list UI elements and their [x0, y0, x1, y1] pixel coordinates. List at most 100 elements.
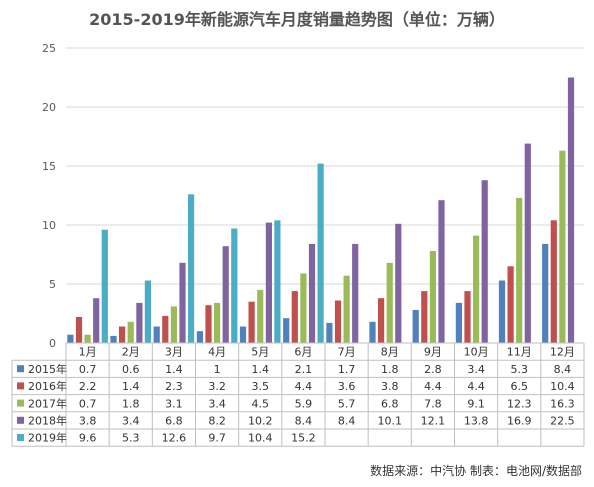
bar	[101, 229, 108, 343]
bar	[300, 273, 307, 343]
x-tick-label: 9月	[424, 346, 442, 359]
x-tick-label: 6月	[294, 346, 312, 359]
x-tick-label: 1月	[79, 346, 97, 359]
bar	[481, 180, 488, 343]
x-tick-label: 2月	[122, 346, 140, 359]
data-label: 0.7	[79, 397, 97, 410]
bar	[542, 243, 549, 343]
data-label: 15.2	[291, 432, 316, 445]
x-tick-label: 7月	[338, 346, 356, 359]
data-label: 3.6	[338, 380, 356, 393]
data-label: 4.4	[424, 380, 442, 393]
x-tick-label: 4月	[208, 346, 226, 359]
bar	[110, 335, 117, 343]
legend-swatch	[17, 365, 24, 373]
data-label: 3.8	[381, 380, 399, 393]
data-label: 5.9	[295, 397, 313, 410]
data-label: 9.7	[208, 432, 226, 445]
data-label: 10.2	[248, 415, 273, 428]
bar	[291, 291, 298, 343]
bar	[369, 321, 376, 343]
bar	[196, 331, 203, 343]
data-label: 5.3	[122, 432, 140, 445]
bar	[136, 302, 143, 343]
data-label: 4.4	[295, 380, 313, 393]
bar	[334, 300, 342, 343]
data-label: 2.3	[165, 380, 183, 393]
bar	[274, 220, 281, 343]
bar	[317, 163, 324, 343]
data-label: 8.4	[554, 363, 572, 376]
data-label: 16.3	[550, 397, 575, 410]
legend-label: 2018年	[28, 414, 67, 428]
data-label: 7.8	[424, 397, 442, 410]
y-tick-label: 10	[42, 219, 56, 232]
bar	[188, 194, 195, 343]
bar	[507, 266, 514, 343]
data-label: 5.7	[338, 397, 356, 410]
bar	[473, 235, 480, 343]
data-label: 12.6	[162, 432, 187, 445]
bar	[559, 150, 566, 343]
bar	[231, 228, 238, 343]
x-tick-label: 5月	[251, 346, 269, 359]
y-tick-label: 20	[42, 101, 56, 114]
legend-swatch	[17, 416, 24, 424]
bar	[395, 223, 402, 343]
data-label: 2.8	[424, 363, 442, 376]
data-label: 1.4	[122, 380, 140, 393]
bar	[75, 317, 83, 343]
data-label: 13.8	[464, 415, 489, 428]
bar	[464, 291, 471, 343]
bar	[170, 306, 177, 343]
bar	[119, 326, 126, 343]
data-label: 3.5	[252, 380, 270, 393]
x-tick-label: 3月	[165, 346, 183, 359]
bar	[239, 326, 247, 343]
data-label: 8.2	[208, 415, 226, 428]
bar	[326, 322, 333, 343]
legend-swatch	[17, 434, 24, 441]
data-label: 1.4	[252, 363, 270, 376]
bar	[127, 321, 134, 343]
bar	[205, 305, 212, 343]
legend-swatch	[17, 399, 24, 407]
chart-title: 2015-2019年新能源汽车月度销量趋势图（单位：万辆）	[89, 10, 505, 29]
bar	[144, 280, 151, 343]
data-label: 0.6	[122, 363, 140, 376]
bar	[84, 334, 91, 343]
bar	[153, 326, 160, 343]
bar	[265, 222, 272, 343]
bar	[67, 334, 74, 343]
data-label: 2.2	[79, 380, 97, 393]
x-tick-label: 12月	[550, 346, 575, 359]
data-label: 1.7	[338, 363, 356, 376]
bar	[567, 77, 575, 343]
data-label: 5.3	[511, 363, 529, 376]
x-tick-label: 10月	[464, 346, 489, 359]
bar	[162, 315, 169, 343]
data-label: 10.4	[248, 432, 273, 445]
data-label: 1	[214, 363, 221, 376]
bar	[455, 302, 462, 343]
y-tick-label: 5	[49, 278, 56, 291]
data-label: 6.5	[511, 380, 529, 393]
bar	[386, 262, 393, 343]
data-label: 3.4	[122, 415, 140, 428]
data-label: 10.4	[550, 380, 575, 393]
bar	[429, 251, 436, 343]
data-label: 3.4	[208, 397, 226, 410]
bar	[524, 143, 531, 343]
x-tick-label: 8月	[381, 346, 399, 359]
legend-swatch	[17, 382, 24, 390]
bar	[516, 197, 523, 343]
data-label: 10.1	[378, 415, 403, 428]
data-label: 4.5	[252, 397, 270, 410]
bar	[283, 318, 290, 343]
bar	[498, 280, 506, 343]
data-label: 12.1	[421, 415, 446, 428]
x-tick-label: 11月	[507, 346, 532, 359]
data-label: 0.7	[79, 363, 97, 376]
data-label: 4.4	[467, 380, 485, 393]
data-label: 8.4	[338, 415, 356, 428]
